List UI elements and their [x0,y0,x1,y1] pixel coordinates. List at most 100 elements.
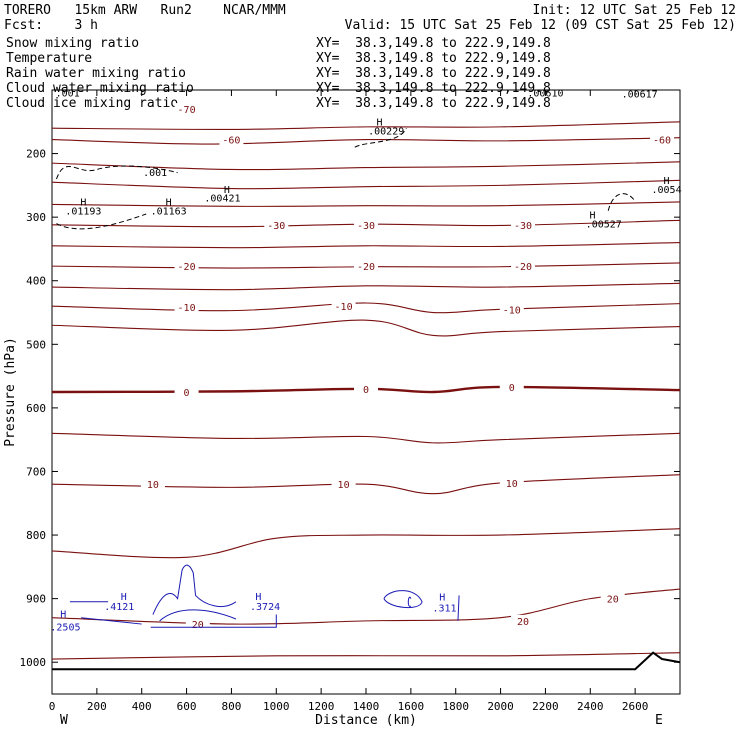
cloud-ice-label: .00421 [204,193,240,204]
cloud-water-contour [407,596,412,607]
isotherm-label-bg [600,592,625,605]
isotherm-label-bg [331,300,356,313]
isotherm-15 [51,528,681,559]
x-tick-label: 800 [221,700,241,713]
legend-cloud-water-label: Cloud water mixing ratio [6,81,194,96]
isotherm-label: 0 [363,385,369,396]
cloud-water-maximum-marker: H [60,610,66,621]
y-tick-label: 600 [26,402,46,415]
legend-temperature-label: Temperature [6,51,92,66]
isotherm-label: 0 [509,383,515,394]
isotherm-m5 [51,319,681,337]
isotherm-label-bg [174,300,199,313]
x-tick-label: 2200 [532,700,559,713]
cloud-water-contour [152,564,237,615]
x-tick-label: 2400 [577,700,604,713]
header-init: Init: 12 UTC Sat 25 Feb 12 [533,3,737,18]
isotherm-label-bg [140,478,165,491]
cloud-ice-contour [56,165,178,180]
isotherm-label-bg [219,133,244,146]
ice-maximum-marker: H [376,118,382,129]
isotherm-label: -20 [357,262,375,273]
cloud-water-contour [159,609,237,622]
isotherm-label-bg [499,303,524,316]
isotherm-label-bg [174,386,199,398]
cloud-ice-label: .01193 [65,207,101,218]
cloud-water-contour [150,614,277,628]
isotherm-label: -10 [178,303,196,314]
axes-layer: 0 200 400 600 800 1000 1200 1400 1600 1800 2000 220… [20,90,680,713]
cloud-water-contour [383,590,423,609]
y-tick-label: 700 [26,465,46,478]
legend-snow-xy: XY= 38.3,149.8 to 222.9,149.8 [316,36,551,51]
y-tick-label: 800 [26,529,46,542]
legend-cloud-ice-xy: XY= 38.3,149.8 to 222.9,149.8 [316,96,551,111]
x-axis-title: Distance (km) [315,713,417,728]
cloud-water-maximum-marker: H [439,593,445,604]
cloud-water-maximum-marker: H [121,592,127,603]
isotherm-label-bg [354,382,378,395]
x-tick-label: 1600 [398,700,425,713]
isotherm-m25 [51,242,681,249]
isotherm-label-bg [499,380,524,393]
isotherm-label-bg [511,614,535,627]
x-tick-label: 1200 [308,700,335,713]
isotherm-label: 20 [192,620,204,631]
legend-temperature-xy: XY= 38.3,149.8 to 222.9,149.8 [316,51,551,66]
isotherm-label: -30 [267,221,285,232]
cloud-water-label: .4121 [104,602,134,613]
x-tick-label: 200 [87,700,107,713]
legend: Snow mixing ratio XY= 38.3,149.8 to 222.… [6,36,551,111]
isotherm-label: 10 [147,480,159,491]
legend-rain-label: Rain water mixing ratio [6,66,186,81]
isotherm-label-bg [331,478,356,491]
isotherm-label: -10 [503,305,521,316]
isotherm-label-bg [264,218,289,231]
isotherm-label: 10 [506,479,518,490]
cloud-ice-contour [354,127,407,148]
header-valid: Valid: 15 UTC Sat 25 Feb 12 (09 CST Sat … [345,18,736,33]
isotherm-20 [51,588,681,625]
isotherm-10 [51,474,681,495]
isotherm-label: -30 [514,221,532,232]
cloud-ice-contour [56,213,147,230]
isotherm-m15 [51,282,681,291]
cloud-water-label: .311 [432,603,456,614]
x-tick-label: 1000 [263,700,290,713]
cloud-water-maximum-marker: H [255,592,261,603]
legend-cloud-water-xy: XY= 38.3,149.8 to 222.9,149.8 [316,81,551,96]
legend-snow-label: Snow mixing ratio [6,36,139,51]
isotherm-label-bg [511,218,535,231]
isotherm-m70 [51,121,681,130]
isotherm-label: -20 [514,262,532,273]
x-tick-label: 1400 [353,700,380,713]
cloud-ice-label: .00617 [622,90,658,101]
cloud-water-label: .2505 [50,622,80,633]
isotherm-label-bg [174,260,199,273]
y-tick-label: 200 [26,148,46,161]
y-axis-title: Pressure (hPa) [3,337,18,447]
isotherm-label: -20 [178,262,196,273]
isotherm-label-bg [511,260,535,273]
x-axis-east-label: E [655,713,663,728]
header-title: TORERO 15km ARW Run2 NCAR/MMM [4,3,286,18]
isotherm-label: 20 [607,595,619,606]
y-tick-label: 900 [26,593,46,606]
cloud-ice-label: .001 [143,168,167,179]
isotherm-25 [51,652,681,660]
isotherm-label-bg [354,218,378,231]
isotherm-label-bg [174,103,199,116]
ice-maximum-marker: H [590,210,596,221]
isotherm-label: -60 [222,136,240,147]
x-axis-west-label: W [60,713,68,728]
cloud-water-contour [457,595,460,621]
cloud-water-contour [81,617,142,625]
isotherm-label: 10 [338,480,350,491]
cloud-water-label: .3724 [250,602,280,613]
x-tick-label: 2600 [622,700,649,713]
isotherm-label-bg [650,133,675,146]
cloud-ice-contour [607,193,636,211]
x-tick-label: 1800 [442,700,469,713]
cloud-ice-label: .0054 [651,185,681,196]
isotherm-m60 [51,137,681,145]
